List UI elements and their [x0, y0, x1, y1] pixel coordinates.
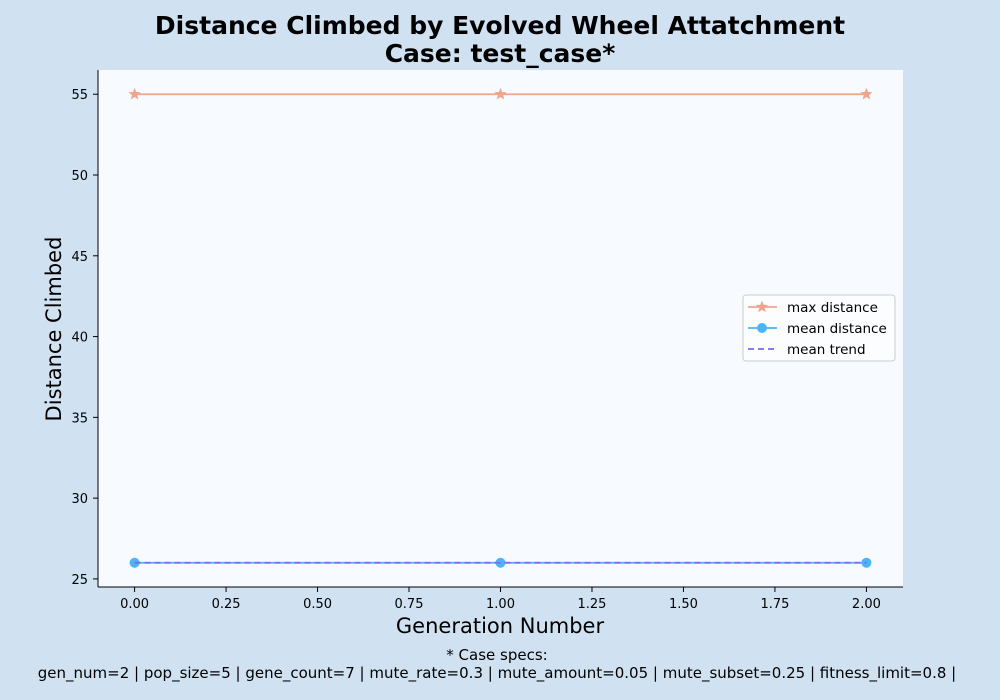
data-point-max-distance	[494, 87, 507, 100]
y-tick-label: 30	[71, 492, 88, 507]
footnote-specs: gen_num=2 | pop_size=5 | gene_count=7 | …	[38, 664, 956, 683]
x-tick-label: 0.00	[120, 597, 149, 612]
legend-label: mean trend	[787, 342, 866, 358]
x-tick-label: 0.50	[303, 597, 332, 612]
legend-label: max distance	[787, 300, 878, 316]
x-tick-label: 0.75	[395, 597, 424, 612]
x-axis-label: Generation Number	[396, 614, 605, 638]
y-tick-label: 55	[71, 88, 88, 103]
chart-title: Distance Climbed by Evolved Wheel Attatc…	[155, 11, 845, 40]
x-tick-label: 0.25	[212, 597, 241, 612]
footnote-title: * Case specs:	[446, 646, 547, 664]
legend-entry-mean-trend: mean trend	[748, 342, 866, 358]
legend-entry-max-distance: max distance	[748, 300, 878, 316]
legend-box	[742, 294, 896, 362]
chart-subtitle: Case: test_case*	[385, 39, 616, 68]
legend-marker	[757, 323, 767, 333]
legend-marker	[755, 300, 769, 313]
legend-entry-mean-distance: mean distance	[748, 321, 887, 337]
series-max-distance	[128, 87, 873, 100]
y-tick-label: 40	[71, 331, 88, 346]
data-point-max-distance	[860, 87, 873, 100]
x-tick-label: 1.25	[578, 597, 607, 612]
x-tick-label: 1.00	[486, 597, 515, 612]
y-tick-label: 25	[71, 573, 88, 588]
legend-label: mean distance	[787, 321, 887, 337]
x-tick-label: 1.75	[760, 597, 789, 612]
x-tick-label: 2.00	[852, 597, 881, 612]
x-tick-label: 1.50	[669, 597, 698, 612]
data-point-max-distance	[128, 87, 141, 100]
y-tick-label: 45	[71, 250, 88, 265]
y-axis-label: Distance Climbed	[42, 237, 66, 422]
legend: max distance mean distance mean trend	[742, 294, 896, 362]
y-tick-label: 35	[71, 411, 88, 426]
y-tick-label: 50	[71, 169, 88, 184]
